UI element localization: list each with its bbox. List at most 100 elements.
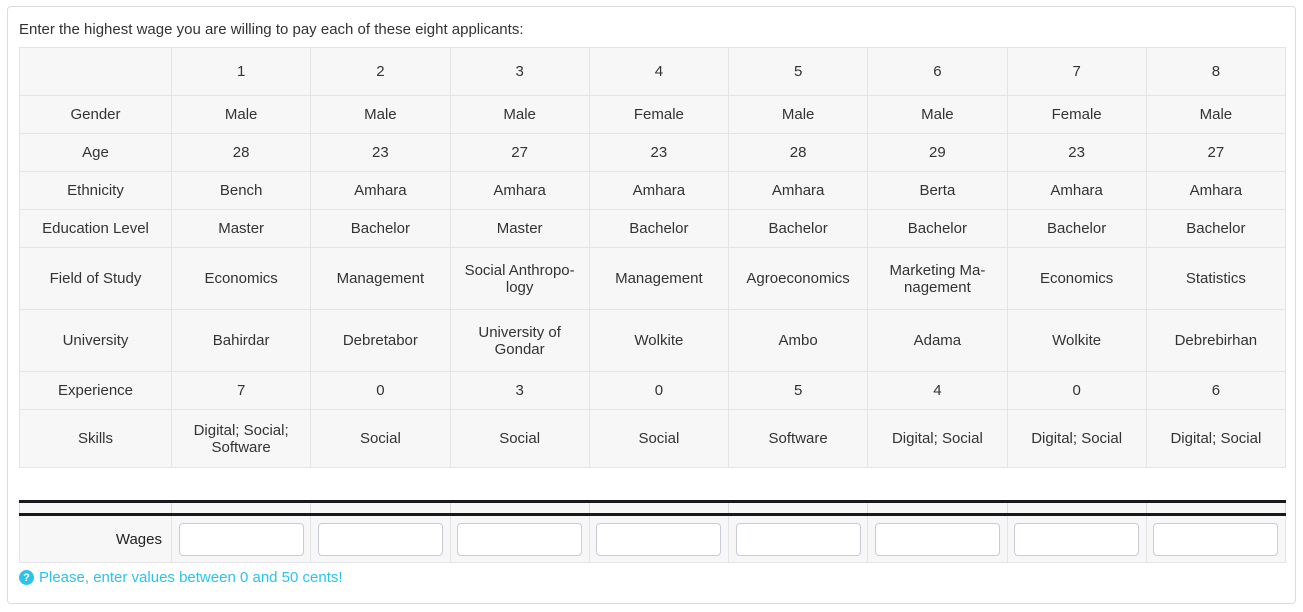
cell-gender-3: Male bbox=[449, 95, 590, 134]
wage-cell-8 bbox=[1145, 514, 1287, 563]
cell-age-4: 23 bbox=[588, 133, 730, 172]
cell-skills-7: Digital; Social bbox=[1006, 409, 1147, 468]
applicant-number-row: 1 2 3 4 5 6 7 8 bbox=[19, 47, 1287, 96]
wages-table: Wages bbox=[19, 500, 1287, 563]
applicants-table: 1 2 3 4 5 6 7 8 Gender Male Male Male Fe… bbox=[19, 47, 1287, 468]
cell-skills-8: Digital; Social bbox=[1145, 409, 1287, 468]
row-label-education: Education Level bbox=[19, 209, 172, 248]
applicant-header-1: 1 bbox=[170, 47, 312, 96]
row-label-gender: Gender bbox=[19, 95, 172, 134]
cell-age-7: 23 bbox=[1006, 133, 1147, 172]
cell-education-4: Bachelor bbox=[588, 209, 730, 248]
cell-age-3: 27 bbox=[449, 133, 590, 172]
cell-ethnicity-6: Berta bbox=[867, 171, 1008, 210]
cell-experience-1: 7 bbox=[170, 371, 312, 410]
applicant-header-5: 5 bbox=[727, 47, 869, 96]
table-row-ethnicity: Ethnicity Bench Amhara Amhara Amhara Amh… bbox=[19, 171, 1287, 210]
cell-ethnicity-8: Amhara bbox=[1145, 171, 1287, 210]
table-row-gender: Gender Male Male Male Female Male Male F… bbox=[19, 95, 1287, 134]
cell-education-3: Master bbox=[449, 209, 590, 248]
cell-experience-6: 4 bbox=[867, 371, 1008, 410]
table-row-university: University Bahirdar Debretabor Universit… bbox=[19, 309, 1287, 372]
wage-cell-7 bbox=[1006, 514, 1147, 563]
wage-cell-2 bbox=[310, 514, 451, 563]
cell-experience-2: 0 bbox=[310, 371, 451, 410]
applicant-header-3: 3 bbox=[449, 47, 590, 96]
cell-gender-2: Male bbox=[310, 95, 451, 134]
cell-skills-2: Social bbox=[310, 409, 451, 468]
cell-ethnicity-5: Amhara bbox=[727, 171, 869, 210]
cell-age-2: 23 bbox=[310, 133, 451, 172]
row-label-field-of-study: Field of Study bbox=[19, 247, 172, 310]
cell-education-1: Master bbox=[170, 209, 312, 248]
cell-university-5: Ambo bbox=[727, 309, 869, 372]
cell-gender-4: Female bbox=[588, 95, 730, 134]
wage-input-1[interactable] bbox=[178, 522, 304, 556]
cell-field-1: Economics bbox=[170, 247, 312, 310]
cell-university-4: Wolkite bbox=[588, 309, 730, 372]
cell-field-4: Management bbox=[588, 247, 730, 310]
wage-cell-6 bbox=[867, 514, 1008, 563]
cell-age-6: 29 bbox=[867, 133, 1008, 172]
cell-age-5: 28 bbox=[727, 133, 869, 172]
wage-range-hint-text: Please, enter values between 0 and 50 ce… bbox=[39, 569, 343, 586]
wage-input-6[interactable] bbox=[874, 522, 1000, 556]
cell-gender-8: Male bbox=[1145, 95, 1287, 134]
wage-cell-1 bbox=[170, 514, 312, 563]
cell-university-7: Wolkite bbox=[1006, 309, 1147, 372]
wage-input-5[interactable] bbox=[735, 522, 861, 556]
cell-education-2: Bachelor bbox=[310, 209, 451, 248]
wages-divider-row bbox=[19, 500, 1287, 516]
wage-range-hint: ? Please, enter values between 0 and 50 … bbox=[19, 569, 1284, 586]
cell-gender-1: Male bbox=[170, 95, 312, 134]
table-row-field-of-study: Field of Study Economics Management Soci… bbox=[19, 247, 1287, 310]
wages-input-row: Wages bbox=[19, 514, 1287, 563]
wage-input-2[interactable] bbox=[317, 522, 443, 556]
applicant-header-2: 2 bbox=[310, 47, 451, 96]
question-circle-icon: ? bbox=[19, 570, 34, 585]
wage-cell-5 bbox=[727, 514, 869, 563]
cell-experience-8: 6 bbox=[1145, 371, 1287, 410]
cell-field-8: Statistics bbox=[1145, 247, 1287, 310]
wages-label: Wages bbox=[19, 514, 172, 563]
applicant-header-4: 4 bbox=[588, 47, 730, 96]
cell-ethnicity-2: Amhara bbox=[310, 171, 451, 210]
cell-gender-7: Female bbox=[1006, 95, 1147, 134]
page-title: Enter the highest wage you are willing t… bbox=[19, 21, 524, 38]
cell-education-5: Bachelor bbox=[727, 209, 869, 248]
cell-ethnicity-7: Amhara bbox=[1006, 171, 1147, 210]
cell-education-6: Bachelor bbox=[867, 209, 1008, 248]
table-row-experience: Experience 7 0 3 0 5 4 0 6 bbox=[19, 371, 1287, 410]
cell-education-8: Bachelor bbox=[1145, 209, 1287, 248]
wages-divider-cell bbox=[19, 500, 172, 516]
cell-education-7: Bachelor bbox=[1006, 209, 1147, 248]
table-row-education: Education Level Master Bachelor Master B… bbox=[19, 209, 1287, 248]
corner-cell bbox=[19, 47, 172, 96]
main-panel: Enter the highest wage you are willing t… bbox=[7, 6, 1296, 604]
wage-input-8[interactable] bbox=[1153, 522, 1279, 556]
cell-experience-4: 0 bbox=[588, 371, 730, 410]
row-label-skills: Skills bbox=[19, 409, 172, 468]
cell-skills-1: Digital; Social; Software bbox=[170, 409, 312, 468]
cell-gender-5: Male bbox=[727, 95, 869, 134]
applicant-header-8: 8 bbox=[1145, 47, 1287, 96]
row-label-ethnicity: Ethnicity bbox=[19, 171, 172, 210]
wage-cell-3 bbox=[449, 514, 590, 563]
cell-ethnicity-1: Bench bbox=[170, 171, 312, 210]
cell-university-1: Bahirdar bbox=[170, 309, 312, 372]
wage-input-7[interactable] bbox=[1014, 522, 1140, 556]
cell-skills-6: Digital; Social bbox=[867, 409, 1008, 468]
row-label-university: University bbox=[19, 309, 172, 372]
wage-cell-4 bbox=[588, 514, 730, 563]
cell-field-5: Agroeconomics bbox=[727, 247, 869, 310]
cell-university-2: Debretabor bbox=[310, 309, 451, 372]
cell-ethnicity-3: Amhara bbox=[449, 171, 590, 210]
cell-field-7: Economics bbox=[1006, 247, 1147, 310]
cell-field-2: Management bbox=[310, 247, 451, 310]
row-label-experience: Experience bbox=[19, 371, 172, 410]
table-row-skills: Skills Digital; Social; Software Social … bbox=[19, 409, 1287, 468]
cell-field-6: Marketing Ma­nagement bbox=[867, 247, 1008, 310]
wage-input-3[interactable] bbox=[457, 522, 583, 556]
cell-university-6: Adama bbox=[867, 309, 1008, 372]
wage-input-4[interactable] bbox=[596, 522, 722, 556]
